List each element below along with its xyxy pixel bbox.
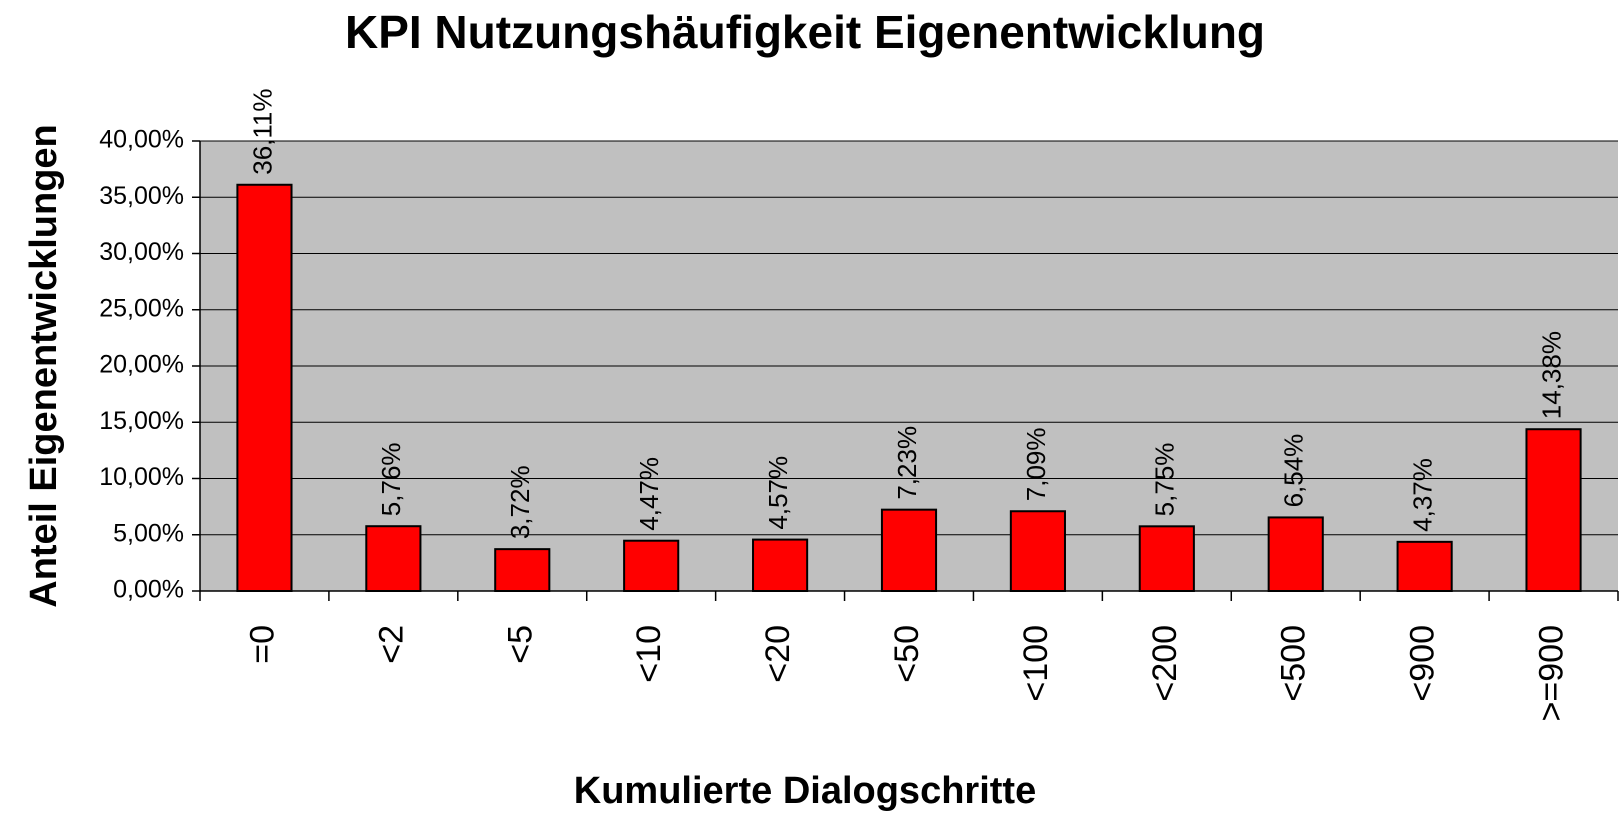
bar: [1009, 510, 1066, 592]
data-label: 4,47%: [634, 457, 664, 531]
data-label: 36,11%: [247, 88, 277, 174]
data-label: 5,75%: [1150, 443, 1180, 517]
data-label: 7,23%: [892, 426, 922, 500]
x-tick-label: <100: [1017, 625, 1055, 702]
chart-title: KPI Nutzungshäufigkeit Eigenentwicklung: [345, 6, 1265, 58]
y-tick-label: 30,00%: [99, 238, 184, 266]
y-tick-label: 15,00%: [99, 407, 184, 435]
x-tick-label: <200: [1146, 625, 1184, 702]
x-axis-title: Kumulierte Dialogschritte: [574, 770, 1036, 812]
x-tick-label: <500: [1275, 625, 1313, 702]
x-tick-label: <2: [372, 625, 410, 664]
bar: [1138, 525, 1195, 592]
y-tick-label: 40,00%: [99, 126, 184, 154]
data-label: 5,76%: [376, 442, 406, 516]
bar: [236, 183, 293, 592]
bar: [1525, 428, 1582, 592]
bar: [494, 548, 551, 593]
x-tick-label: =0: [243, 625, 281, 664]
x-tick-label: <20: [759, 625, 797, 683]
y-tick-label: 10,00%: [99, 463, 184, 491]
y-tick-label: 20,00%: [99, 351, 184, 379]
y-axis-title: Anteil Eigenentwicklungen: [23, 124, 65, 608]
bar: [365, 525, 422, 593]
bar: [752, 538, 809, 593]
bar: [1396, 540, 1453, 593]
x-tick-label: <10: [630, 625, 668, 683]
x-tick-label: <5: [501, 625, 539, 664]
data-label: 7,09%: [1021, 428, 1051, 502]
x-tick-label: >=900: [1533, 625, 1571, 721]
data-label: 4,37%: [1408, 458, 1438, 532]
y-tick-label: 25,00%: [99, 294, 184, 322]
x-tick-label: <900: [1404, 625, 1442, 702]
y-tick-label: 0,00%: [113, 576, 184, 604]
bar: [1267, 516, 1324, 592]
bar: [623, 539, 680, 593]
y-tick-label: 35,00%: [99, 182, 184, 210]
data-label: 6,54%: [1279, 434, 1309, 508]
data-label: 4,57%: [763, 456, 793, 530]
bar: [880, 508, 938, 593]
x-tick-label: <50: [888, 625, 926, 683]
y-tick-label: 5,00%: [113, 519, 184, 547]
data-label: 3,72%: [505, 465, 535, 539]
data-label: 14,38%: [1536, 331, 1566, 419]
